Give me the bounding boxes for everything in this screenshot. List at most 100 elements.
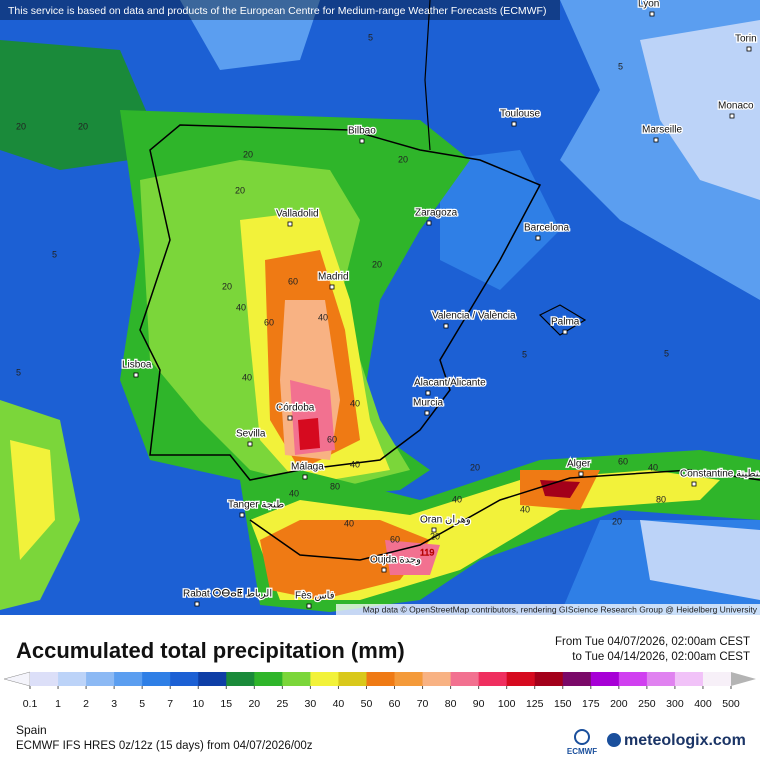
legend-swatch (170, 672, 199, 686)
city-label: Valencia / València (432, 311, 516, 322)
city-marker (691, 481, 697, 487)
legend-swatch (618, 672, 648, 686)
city-label: Barcelona (524, 223, 569, 234)
legend-label: 10 (192, 698, 204, 710)
city-label: Lyon (638, 0, 659, 10)
contour-label: 60 (327, 434, 337, 444)
contour-label: 40 (236, 302, 246, 312)
date-to: to Tue 04/14/2026, 02:00am CEST (572, 651, 750, 663)
city-marker (535, 235, 541, 241)
legend-swatch (422, 672, 452, 686)
legend-swatch (114, 672, 143, 686)
contour-label: 20 (78, 121, 88, 131)
date-from: From Tue 04/07/2026, 02:00am CEST (555, 636, 750, 648)
legend-label: 20 (248, 698, 260, 710)
city-label: Murcia (413, 398, 443, 409)
contour-label: 40 (242, 372, 252, 382)
legend-arrow-high (731, 672, 756, 686)
legend-swatch (646, 672, 676, 686)
city-label: Córdoba (276, 403, 315, 414)
contour-label: 40 (520, 504, 530, 514)
region: Spain (16, 723, 47, 737)
city-label: Sevilla (236, 429, 266, 440)
legend-label: 300 (666, 698, 684, 710)
contour-label: 60 (390, 534, 400, 544)
legend-label: 400 (694, 698, 712, 710)
city-label: Madrid (318, 272, 349, 283)
map: 5 5 20 20 20 20 5 20 40 60 60 40 20 20 40 40 60 40 40 80 40 2… (0, 0, 760, 615)
city-label: Málaga (291, 462, 324, 473)
legend-label: 500 (722, 698, 740, 710)
city-marker (381, 567, 387, 573)
legend-swatch (590, 672, 620, 686)
contour-label: 40 (289, 488, 299, 498)
contour-label: 40 (648, 462, 658, 472)
contour-label: 20 (222, 281, 232, 291)
contour-label: 5 (618, 61, 623, 71)
legend-swatch (86, 672, 115, 686)
city-marker (247, 441, 253, 447)
city-labels: Lyon Torin Monaco Toulouse Marseille Bilbao Za… (121, 0, 760, 609)
contour-label: 20 (243, 149, 253, 159)
city-label: Lisboa (122, 360, 152, 371)
contour-label: 5 (16, 367, 21, 377)
city-label: Monaco (718, 101, 754, 112)
city-marker (426, 220, 432, 226)
legend-label: 7 (167, 698, 173, 710)
city-label: Alacant/Alicante (414, 378, 486, 389)
legend-label: 25 (277, 698, 289, 710)
brand-icon (607, 733, 621, 747)
city-marker (562, 329, 568, 335)
legend-swatch (58, 672, 87, 686)
contour-label: 40 (452, 494, 462, 504)
city-label: Bilbao (348, 126, 376, 137)
legend-swatch (478, 672, 508, 686)
contour-label: 20 (235, 185, 245, 195)
city-marker (729, 113, 735, 119)
legend-swatch (562, 672, 592, 686)
legend-swatch (338, 672, 367, 686)
legend-label: 90 (473, 698, 485, 710)
contour-labels: 5 5 20 20 20 20 5 20 40 60 60 40 20 20 40 40 60 40 40 80 40 2… (16, 32, 669, 557)
contour-label: 40 (350, 459, 360, 469)
city-marker (746, 46, 752, 52)
legend-label: 70 (417, 698, 429, 710)
city-marker (194, 601, 200, 607)
city-marker (443, 323, 449, 329)
legend-label: 1 (55, 698, 61, 710)
city-marker (287, 415, 293, 421)
city-label: Torin (735, 34, 757, 45)
contour-label: 5 (368, 32, 373, 42)
city-marker (302, 474, 308, 480)
city-label: Rabat ⵔⴱⴰⵟ الرباط (183, 589, 272, 600)
contour-label: 40 (344, 518, 354, 528)
map-credit: Map data © OpenStreetMap contributors, r… (363, 604, 758, 614)
city-label: Fès فاس (295, 591, 335, 602)
city-label: Marseille (642, 125, 682, 136)
legend-label: 150 (554, 698, 572, 710)
brand[interactable]: meteologix.com (624, 732, 746, 749)
city-marker (239, 512, 245, 518)
legend-swatch (142, 672, 171, 686)
legend: 0.1 1 2 3 5 7 10 15 20 25 30 40 50 60 70 80 90 100 125 150 1… (3, 671, 756, 710)
contour-label: 60 (264, 317, 274, 327)
legend-swatch (506, 672, 536, 686)
city-marker (431, 527, 437, 533)
contour-label: 80 (330, 481, 340, 491)
legend-label: 30 (305, 698, 317, 710)
city-marker (511, 121, 517, 127)
legend-label: 175 (582, 698, 600, 710)
contour-label: 80 (656, 494, 666, 504)
contour-label: 40 (318, 312, 328, 322)
city-marker (424, 410, 430, 416)
contour-label: 60 (288, 276, 298, 286)
contour-label: 40 (350, 398, 360, 408)
legend-label: 0.1 (23, 698, 38, 710)
legend-arrow-low (3, 671, 31, 687)
legend-swatch (702, 672, 732, 686)
legend-label: 50 (361, 698, 373, 710)
legend-label: 5 (139, 698, 145, 710)
contour-label: 119 (420, 547, 434, 557)
city-label: Oran وهران (420, 515, 471, 526)
